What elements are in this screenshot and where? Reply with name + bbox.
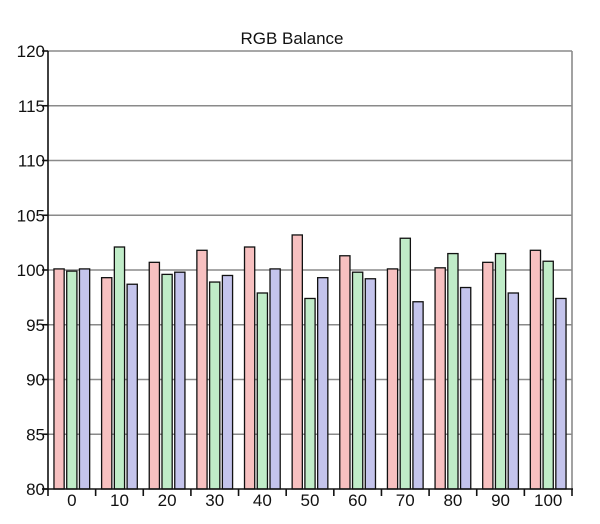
bar xyxy=(161,273,173,490)
x-tick-label: 100 xyxy=(534,491,562,510)
bar xyxy=(126,283,138,490)
axes xyxy=(42,50,573,496)
bar xyxy=(555,297,567,490)
bar xyxy=(447,252,459,490)
y-tick-label: 90 xyxy=(26,371,45,390)
x-tick-label: 40 xyxy=(253,491,272,510)
bar xyxy=(269,268,281,490)
bar xyxy=(113,246,126,490)
y-tick-label: 120 xyxy=(17,42,45,61)
bar xyxy=(174,271,186,490)
bar xyxy=(459,286,472,490)
bar xyxy=(66,270,78,490)
bar xyxy=(434,267,446,490)
bar xyxy=(221,274,234,490)
bar xyxy=(542,260,554,490)
bar xyxy=(399,237,412,490)
y-tick-label: 115 xyxy=(18,97,45,116)
bar xyxy=(304,297,316,490)
x-tick-label: 0 xyxy=(67,491,76,510)
y-tick-label: 100 xyxy=(17,261,45,280)
bar xyxy=(339,255,351,490)
bar xyxy=(148,261,161,490)
x-tick-label: 10 xyxy=(110,491,129,510)
x-tick-label: 30 xyxy=(205,491,224,510)
bar xyxy=(386,268,399,490)
x-tick-label: 50 xyxy=(301,491,320,510)
chart-title: RGB Balance xyxy=(241,29,344,48)
bar xyxy=(78,268,91,490)
bar xyxy=(53,268,65,490)
x-tick-label: 90 xyxy=(491,491,510,510)
bar xyxy=(482,261,494,490)
bar xyxy=(351,271,364,490)
x-tick-label: 70 xyxy=(396,491,415,510)
x-tick-label: 80 xyxy=(443,491,462,510)
bar xyxy=(316,277,329,490)
bars xyxy=(53,234,567,490)
bar xyxy=(412,301,424,490)
bar xyxy=(256,292,269,490)
bar xyxy=(494,252,507,490)
bar xyxy=(243,246,256,490)
bar xyxy=(100,277,113,490)
y-tick-label: 80 xyxy=(26,480,45,499)
tick-labels: 80 85 90 95 100 105 110 115 120 0 10 20 30 40 50 60 70 80… xyxy=(17,42,563,510)
bar xyxy=(529,249,542,490)
y-tick-label: 105 xyxy=(17,206,45,225)
y-tick-label: 110 xyxy=(18,152,45,171)
bar xyxy=(208,281,221,490)
bar xyxy=(364,278,377,490)
x-tick-label: 20 xyxy=(158,491,177,510)
x-tick-label: 60 xyxy=(348,491,367,510)
y-tick-label: 95 xyxy=(26,316,45,335)
bar xyxy=(291,234,303,490)
bar xyxy=(507,292,520,490)
y-tick-label: 85 xyxy=(26,425,45,444)
bar xyxy=(196,249,208,490)
